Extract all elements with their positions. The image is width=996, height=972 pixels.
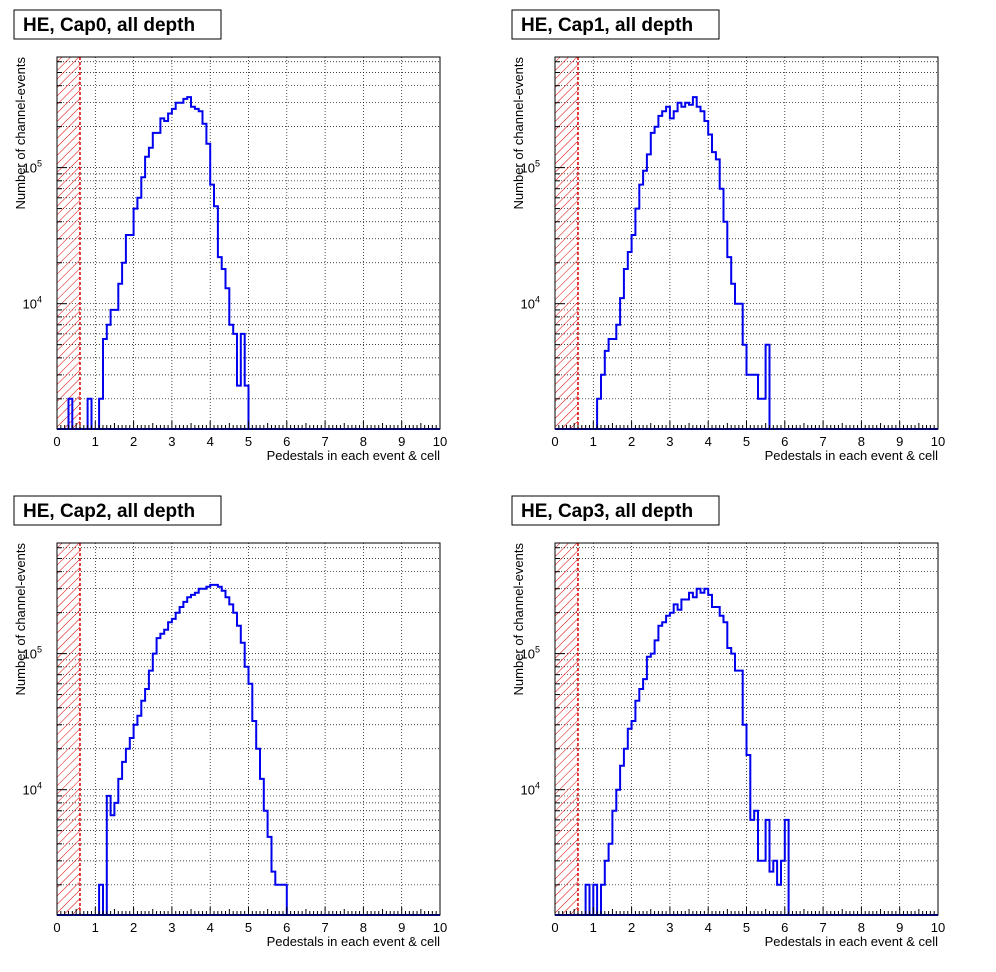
cut-region-hatch <box>57 57 80 429</box>
x-tick-label: 0 <box>551 920 558 935</box>
y-axis-label: Number of channel-events <box>13 543 28 696</box>
x-tick-label: 9 <box>398 434 405 449</box>
chart-title: HE, Cap2, all depth <box>23 501 195 522</box>
x-tick-label: 10 <box>433 434 447 449</box>
x-tick-label: 5 <box>743 920 750 935</box>
x-tick-label: 2 <box>130 920 137 935</box>
histogram-series <box>98 583 288 915</box>
x-tick-label: 3 <box>168 434 175 449</box>
y-tick-label: 105 <box>23 645 42 662</box>
chart-title: HE, Cap1, all depth <box>521 15 693 36</box>
x-tick-label: 6 <box>781 920 788 935</box>
histogram-series <box>596 96 771 429</box>
title-box <box>511 9 720 40</box>
x-tick-label: 7 <box>321 920 328 935</box>
x-tick-label: 3 <box>666 434 673 449</box>
title-box <box>13 495 222 526</box>
x-tick-label: 9 <box>896 434 903 449</box>
x-tick-label: 5 <box>245 920 252 935</box>
x-tick-label: 4 <box>705 434 712 449</box>
x-tick-label: 10 <box>931 434 945 449</box>
x-axis-label: Pedestals in each event & cell <box>267 448 441 463</box>
y-tick-label: 104 <box>23 295 42 312</box>
chart-title: HE, Cap3, all depth <box>521 501 693 522</box>
x-tick-label: 0 <box>551 434 558 449</box>
y-tick-label: 104 <box>521 781 540 798</box>
x-tick-label: 8 <box>858 434 865 449</box>
x-tick-label: 5 <box>245 434 252 449</box>
x-tick-label: 10 <box>931 920 945 935</box>
cut-region-hatch <box>57 543 80 915</box>
y-tick-label: 105 <box>521 159 540 176</box>
x-tick-label: 1 <box>92 434 99 449</box>
cut-region-hatch <box>555 543 578 915</box>
y-tick-label: 105 <box>521 645 540 662</box>
x-tick-label: 6 <box>283 434 290 449</box>
y-axis-label: Number of channel-events <box>511 543 526 696</box>
x-tick-label: 9 <box>398 920 405 935</box>
x-tick-label: 0 <box>53 434 60 449</box>
x-tick-label: 0 <box>53 920 60 935</box>
x-tick-label: 3 <box>666 920 673 935</box>
x-tick-label: 6 <box>283 920 290 935</box>
x-tick-label: 5 <box>743 434 750 449</box>
histogram-panel-cap2: HE, Cap2, all depth 0 1 2 3 4 5 6 7 8 9 10 104 105 Ped… <box>13 495 447 949</box>
x-tick-label: 9 <box>896 920 903 935</box>
x-tick-label: 7 <box>819 920 826 935</box>
title-box <box>511 495 720 526</box>
x-tick-label: 8 <box>360 434 367 449</box>
y-tick-label: 104 <box>23 781 42 798</box>
histogram-panel-cap3: HE, Cap3, all depth 0 1 2 3 4 5 6 7 8 9 10 104 105 Ped… <box>511 495 945 949</box>
x-tick-label: 4 <box>207 920 214 935</box>
x-tick-label: 2 <box>628 434 635 449</box>
histogram-panel-cap0: HE, Cap0, all depth 0 1 2 3 4 5 6 7 8 9 10 104 105 Ped… <box>13 9 447 463</box>
x-tick-label: 1 <box>92 920 99 935</box>
title-box <box>13 9 222 40</box>
y-tick-label: 104 <box>521 295 540 312</box>
histogram-series <box>67 96 250 429</box>
histogram-series <box>584 587 790 915</box>
y-tick-label: 105 <box>23 159 42 176</box>
x-tick-label: 4 <box>207 434 214 449</box>
x-axis-label: Pedestals in each event & cell <box>765 448 939 463</box>
x-axis-label: Pedestals in each event & cell <box>267 934 441 949</box>
x-tick-label: 7 <box>321 434 328 449</box>
cut-region-hatch <box>555 57 578 429</box>
x-tick-label: 4 <box>705 920 712 935</box>
x-tick-label: 7 <box>819 434 826 449</box>
x-tick-label: 3 <box>168 920 175 935</box>
x-tick-label: 8 <box>858 920 865 935</box>
x-tick-label: 10 <box>433 920 447 935</box>
x-tick-label: 2 <box>628 920 635 935</box>
x-tick-label: 2 <box>130 434 137 449</box>
x-tick-label: 1 <box>590 434 597 449</box>
y-axis-label: Number of channel-events <box>13 57 28 210</box>
histogram-panel-cap1: HE, Cap1, all depth 0 1 2 3 4 5 6 7 8 9 10 104 105 Ped… <box>511 9 945 463</box>
y-axis-label: Number of channel-events <box>511 57 526 210</box>
x-axis-label: Pedestals in each event & cell <box>765 934 939 949</box>
chart-title: HE, Cap0, all depth <box>23 15 195 36</box>
x-tick-label: 8 <box>360 920 367 935</box>
x-tick-label: 1 <box>590 920 597 935</box>
x-tick-label: 6 <box>781 434 788 449</box>
